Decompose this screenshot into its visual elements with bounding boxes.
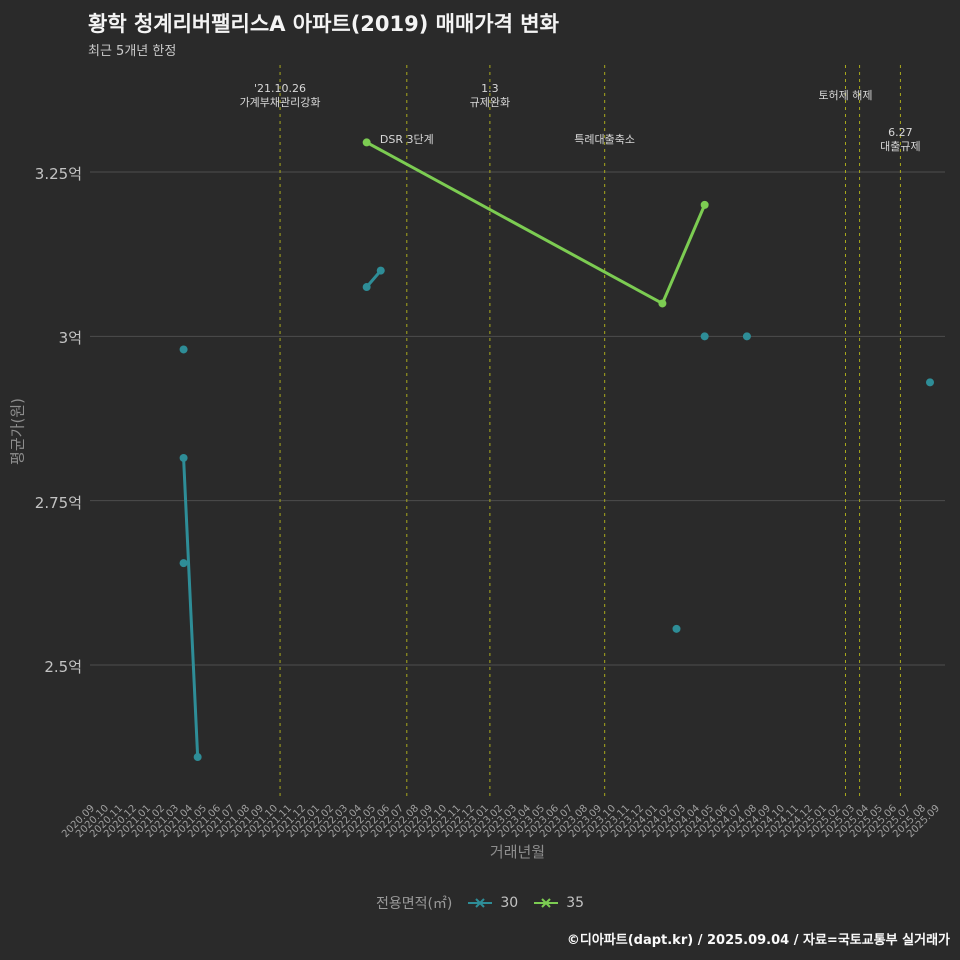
annotation-label-line: 토허제 해제 (818, 89, 873, 102)
annotation-label-line: '21.10.26 (254, 82, 307, 95)
data-point-35 (658, 299, 667, 308)
annotation-label: '21.10.26 가계부채관리강화 (200, 82, 360, 110)
chart-subtitle: 최근 5개년 한정 (88, 44, 177, 59)
x-axis-title: 거래년월 (489, 843, 546, 861)
series-line-30 (182, 456, 200, 759)
data-point-30 (742, 332, 751, 341)
legend-marker-30-icon (468, 898, 493, 908)
page-title: 황학 청계리버팰리스A 아파트(2019) 매매가격 변화 (88, 12, 559, 36)
legend-item-30: 30 (466, 895, 518, 911)
data-point-30 (700, 332, 709, 341)
data-point-30 (179, 453, 188, 462)
data-point-30 (193, 753, 202, 762)
annotation-label: 6.27 대출규제 (820, 126, 960, 154)
annotation-label: 1.3 규제완화 (410, 82, 570, 110)
y-tick-label: 2.75억 (34, 493, 82, 512)
legend-item-35: 35 (532, 895, 584, 911)
legend-label-30: 30 (500, 895, 519, 911)
annotation-label-line: 6.27 (888, 126, 913, 139)
annotation-label-line: 가계부채관리강화 (239, 96, 321, 109)
annotation-label-line: 대출규제 (880, 140, 921, 153)
y-tick-label: 3억 (58, 329, 82, 348)
data-point-35 (700, 200, 709, 209)
data-point-30 (672, 624, 681, 633)
y-axis-title: 평균가(원) (8, 398, 27, 465)
legend-label-35: 35 (566, 895, 585, 911)
source-credit: ©디아파트(dapt.kr) / 2025.09.04 / 자료=국토교통부 실… (566, 933, 950, 948)
y-tick-label: 3.25억 (34, 165, 82, 183)
legend: 전용면적(㎡) 30 35 (0, 893, 960, 913)
annotation-label: DSR 3단계 (327, 133, 487, 147)
data-point-30 (926, 378, 934, 387)
legend-marker-35-icon (534, 898, 559, 908)
data-point-30 (376, 266, 385, 275)
data-point-35 (362, 138, 371, 147)
legend-title: 전용면적(㎡) (375, 896, 453, 912)
series-line-35 (365, 140, 707, 305)
annotation-label: 토허제 해제 (766, 89, 926, 103)
annotation-label-line: 1.3 (481, 82, 499, 95)
data-point-30 (362, 283, 371, 292)
annotation-label-line: DSR 3단계 (379, 133, 434, 146)
annotation-label: 특례대출축소 (525, 133, 685, 147)
annotation-label-line: 특례대출축소 (574, 133, 636, 146)
annotation-label-line: 규제완화 (469, 96, 511, 109)
data-point-30 (179, 559, 188, 568)
y-tick-label: 2.5억 (44, 657, 82, 676)
data-point-30 (179, 345, 188, 354)
